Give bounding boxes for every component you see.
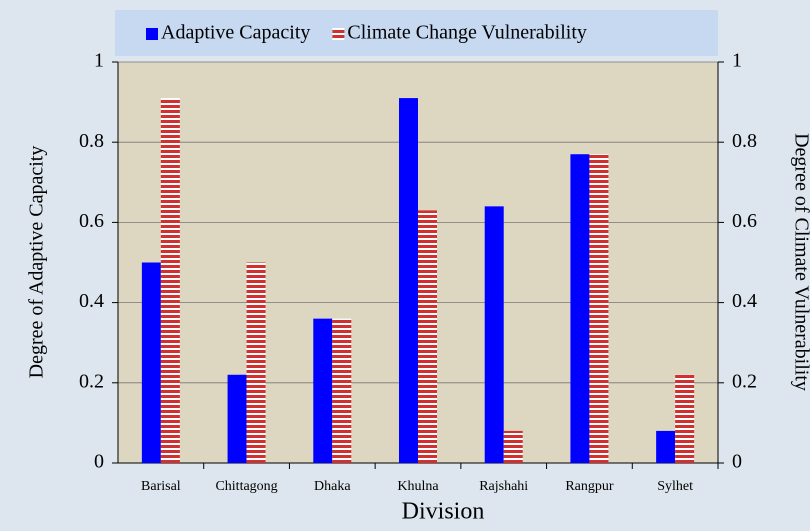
x-tick-label: Dhaka: [314, 479, 351, 494]
bar: [503, 430, 523, 463]
bar: [141, 262, 161, 463]
y-axis-title: Degree of Adaptive Capacity: [26, 146, 48, 379]
y-tick-label: 1: [94, 50, 104, 72]
y2-tick-label: 0: [732, 451, 742, 473]
bar: [399, 98, 418, 463]
y-tick-label: 0.2: [79, 370, 104, 392]
x-tick-label: Sylhet: [657, 479, 693, 494]
y2-axis-title: Degree of Climate Vulnerability: [790, 133, 810, 391]
bar: [227, 374, 247, 463]
y2-tick-label: 0.4: [732, 290, 757, 312]
legend-swatch: [146, 28, 158, 40]
y2-tick-label: 0.6: [732, 210, 757, 232]
bar: [332, 318, 352, 463]
bar: [313, 318, 333, 463]
bar: [484, 206, 504, 464]
x-tick-label: Barisal: [141, 479, 181, 494]
y2-tick-label: 0.8: [732, 130, 757, 152]
y-tick-label: 0: [94, 451, 104, 473]
legend-label: Climate Change Vulnerability: [347, 22, 587, 44]
x-tick-label: Khulna: [397, 479, 439, 494]
bar: [418, 210, 437, 463]
bar: [160, 98, 180, 463]
legend-label: Adaptive Capacity: [161, 22, 310, 44]
x-tick-label: Rajshahi: [479, 479, 528, 494]
y-tick-label: 0.4: [79, 290, 104, 312]
bar: [570, 154, 590, 464]
y-tick-label: 0.6: [79, 210, 104, 232]
y2-tick-label: 1: [732, 50, 742, 72]
legend-swatch: [332, 28, 345, 40]
bar: [589, 154, 609, 464]
x-axis-title: Division: [402, 499, 485, 525]
bar: [246, 262, 266, 463]
y2-tick-label: 0.2: [732, 370, 757, 392]
bar: [656, 430, 676, 463]
x-tick-label: Rangpur: [565, 479, 614, 494]
x-tick-label: Chittagong: [215, 479, 277, 494]
y-tick-label: 0.8: [79, 130, 104, 152]
legend-box: [115, 10, 718, 56]
bar: [675, 374, 695, 463]
